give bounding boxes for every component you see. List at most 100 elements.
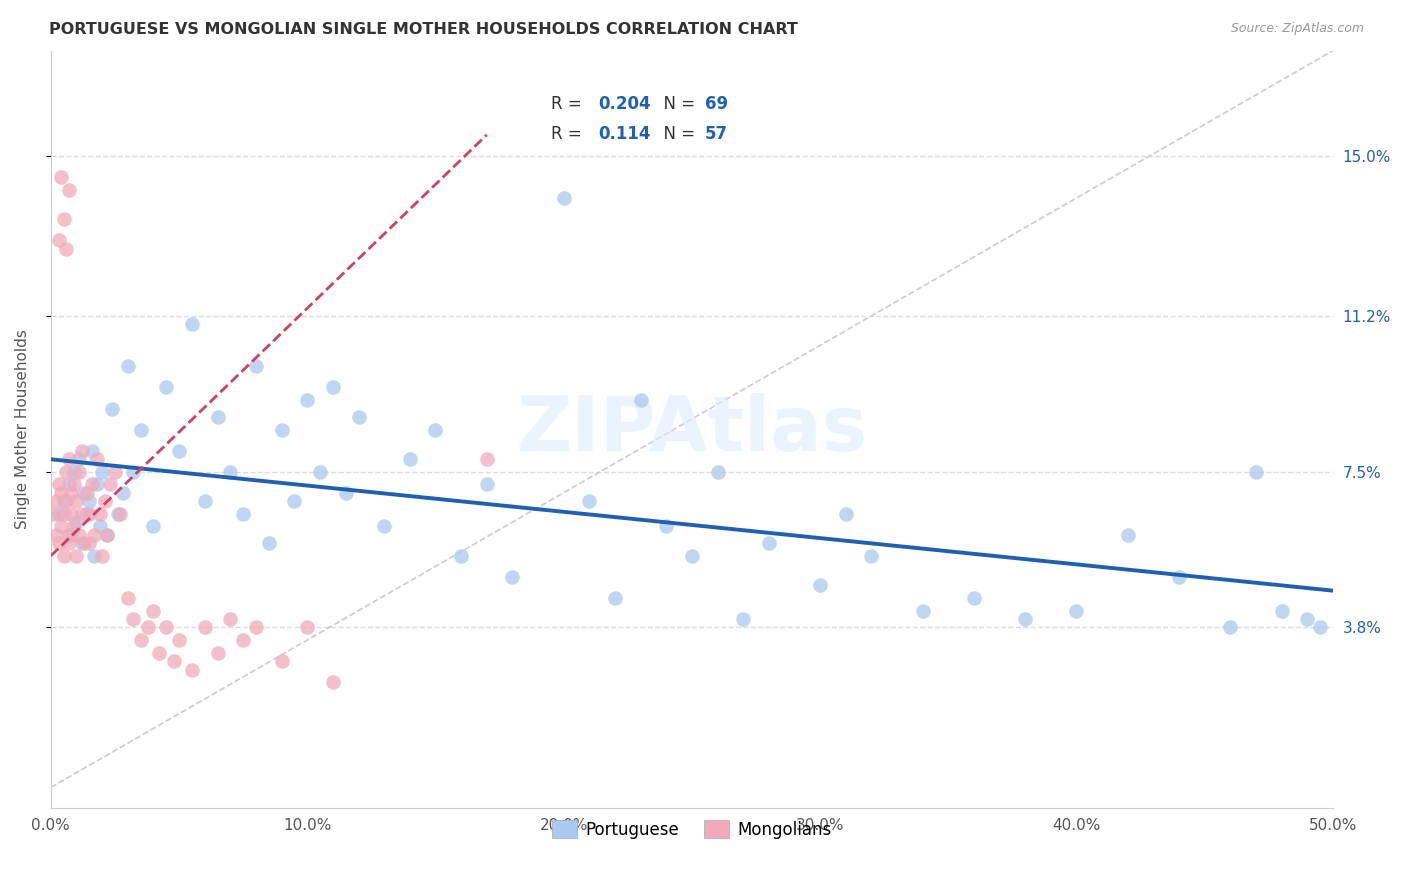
Point [86,477,108,491]
Point [70,507,93,521]
Text: Source: ZipAtlas.com: Source: ZipAtlas.com [1230,22,1364,36]
Point [322,380,344,394]
Point [706,465,728,479]
Point [73,536,96,550]
Point [80,443,103,458]
Point [758,536,780,550]
Point [52,494,75,508]
Point [52,507,75,521]
Point [79,507,101,521]
Point [63,465,86,479]
Point [1296,612,1319,626]
Point [107,507,129,521]
Point [49,169,72,184]
Point [207,646,229,660]
Point [73,485,96,500]
Point [101,401,124,416]
Point [219,465,242,479]
Point [80,477,103,491]
Point [60,507,83,521]
Point [48,536,70,550]
Point [232,507,254,521]
Point [58,183,80,197]
Point [963,591,986,605]
Point [63,519,86,533]
Point [180,318,202,332]
Point [76,485,98,500]
Point [76,507,98,521]
Point [167,633,190,648]
Point [52,549,75,563]
Point [45,494,67,508]
Point [83,528,105,542]
Point [65,515,87,529]
Point [1244,465,1267,479]
Point [122,465,145,479]
Point [655,519,678,533]
Point [1168,570,1191,584]
Point [309,465,332,479]
Point [681,549,703,563]
Point [58,477,80,491]
Point [155,620,177,634]
Point [49,519,72,533]
Point [1066,604,1088,618]
Point [553,191,575,205]
Point [578,494,600,508]
Point [219,612,242,626]
Point [86,452,108,467]
Point [96,528,118,542]
Text: PORTUGUESE VS MONGOLIAN SINGLE MOTHER HOUSEHOLDS CORRELATION CHART: PORTUGUESE VS MONGOLIAN SINGLE MOTHER HO… [49,22,799,37]
Point [89,507,111,521]
Point [347,409,370,424]
Point [1014,612,1036,626]
Point [52,212,75,227]
Point [55,242,77,256]
Point [297,393,319,408]
Point [373,519,395,533]
Point [475,452,498,467]
Text: N =: N = [654,125,700,143]
Point [297,620,319,634]
Point [245,620,267,634]
Point [91,465,114,479]
Point [194,494,217,508]
Point [67,452,90,467]
Point [60,528,83,542]
Text: 0.114: 0.114 [599,125,651,143]
Point [450,549,472,563]
Point [98,477,121,491]
Point [58,536,80,550]
Point [60,485,83,500]
Point [142,604,165,618]
Point [180,663,202,677]
Point [117,359,139,374]
Point [108,507,131,521]
Point [207,409,229,424]
Point [398,452,420,467]
Point [835,507,858,521]
Point [65,549,87,563]
Point [501,570,523,584]
Point [55,465,77,479]
Point [89,519,111,533]
Point [48,477,70,491]
Point [232,633,254,648]
Text: 0.204: 0.204 [599,95,651,112]
Point [163,654,186,668]
Point [70,443,93,458]
Point [733,612,755,626]
Point [55,494,77,508]
Point [322,675,344,690]
Point [1271,604,1294,618]
Point [245,359,267,374]
Point [48,507,70,521]
Point [91,549,114,563]
Point [475,477,498,491]
Point [425,423,447,437]
Text: R =: R = [551,95,586,112]
Point [270,654,292,668]
Point [58,528,80,542]
Point [194,620,217,634]
Point [58,452,80,467]
